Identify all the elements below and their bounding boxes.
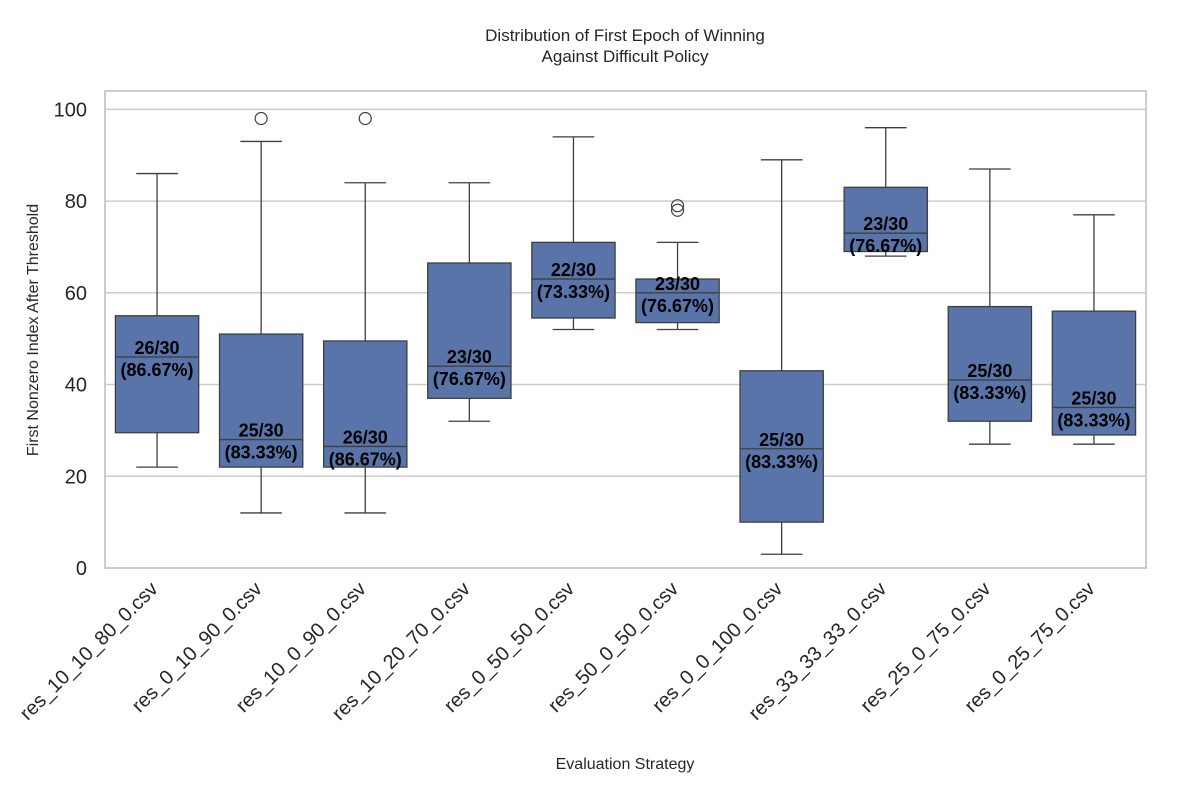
box-annotation-percent: (86.67%)	[121, 360, 194, 380]
box-annotation-percent: (73.33%)	[537, 282, 610, 302]
box-annotation-percent: (83.33%)	[953, 383, 1026, 403]
y-axis-label: First Nonzero Index After Threshold	[25, 204, 42, 456]
box-group	[635, 199, 720, 331]
box-group	[1051, 214, 1137, 445]
box-group	[218, 111, 304, 514]
x-axis-label: Evaluation Strategy	[556, 756, 695, 773]
box-group	[531, 136, 616, 331]
box-annotation-percent: (76.67%)	[849, 236, 922, 256]
y-tick-label: 60	[65, 283, 87, 305]
box-annotation-percent: (83.33%)	[225, 443, 298, 463]
box-iqr	[1051, 310, 1137, 436]
chart-title-line-2: Against Difficult Policy	[542, 47, 709, 66]
box-annotation-count: 25/30	[239, 421, 284, 441]
boxes	[114, 111, 1137, 555]
box-group	[114, 172, 200, 468]
box-iqr	[218, 333, 304, 468]
box-group	[427, 182, 512, 422]
outlier-point	[670, 199, 685, 213]
y-tick-label: 40	[65, 375, 87, 397]
box-annotation-count: 26/30	[343, 427, 388, 447]
box-annotation-count: 25/30	[1071, 388, 1116, 408]
box-iqr	[635, 278, 720, 324]
y-tick-label: 0	[76, 558, 87, 580]
chart-title-line-1: Distribution of First Epoch of Winning	[485, 26, 765, 45]
box-annotation-count: 25/30	[759, 430, 804, 450]
box-group	[843, 127, 929, 257]
box-annotation-count: 25/30	[967, 361, 1012, 381]
box-annotation-percent: (83.33%)	[745, 452, 818, 472]
y-tick-label: 20	[65, 466, 87, 488]
y-tick-label: 80	[65, 191, 87, 213]
box-annotation-percent: (83.33%)	[1057, 410, 1130, 430]
x-axis-ticks: res_10_10_80_0.csvres_0_10_90_0.csvres_1…	[16, 578, 1100, 725]
box-annotation-percent: (76.67%)	[641, 296, 714, 316]
box-iqr	[531, 241, 616, 319]
box-annotation-count: 23/30	[863, 214, 908, 234]
box-iqr	[427, 262, 512, 399]
box-iqr	[843, 186, 929, 253]
box-annotations: 26/30(86.67%)25/30(83.33%)26/30(86.67%)2…	[121, 214, 1131, 472]
box-iqr	[114, 315, 200, 434]
outlier-point	[358, 111, 372, 126]
box-annotation-percent: (86.67%)	[329, 449, 402, 469]
box-annotation-percent: (76.67%)	[433, 369, 506, 389]
plot-frame	[104, 90, 1147, 569]
box-group	[947, 168, 1033, 445]
box-annotation-count: 23/30	[655, 274, 700, 294]
outlier-point	[670, 203, 685, 217]
box-iqr	[739, 370, 824, 523]
box-annotation-count: 23/30	[447, 347, 492, 367]
box-annotation-count: 22/30	[551, 260, 596, 280]
box-group	[322, 111, 408, 514]
y-axis-ticks: 0 20 40 60 80 100	[54, 99, 87, 580]
box-group	[739, 159, 824, 555]
box-iqr	[322, 340, 408, 468]
y-tick-label: 100	[54, 99, 87, 121]
box-annotation-count: 26/30	[135, 338, 180, 358]
outlier-point	[254, 111, 268, 126]
box-iqr	[947, 305, 1033, 422]
